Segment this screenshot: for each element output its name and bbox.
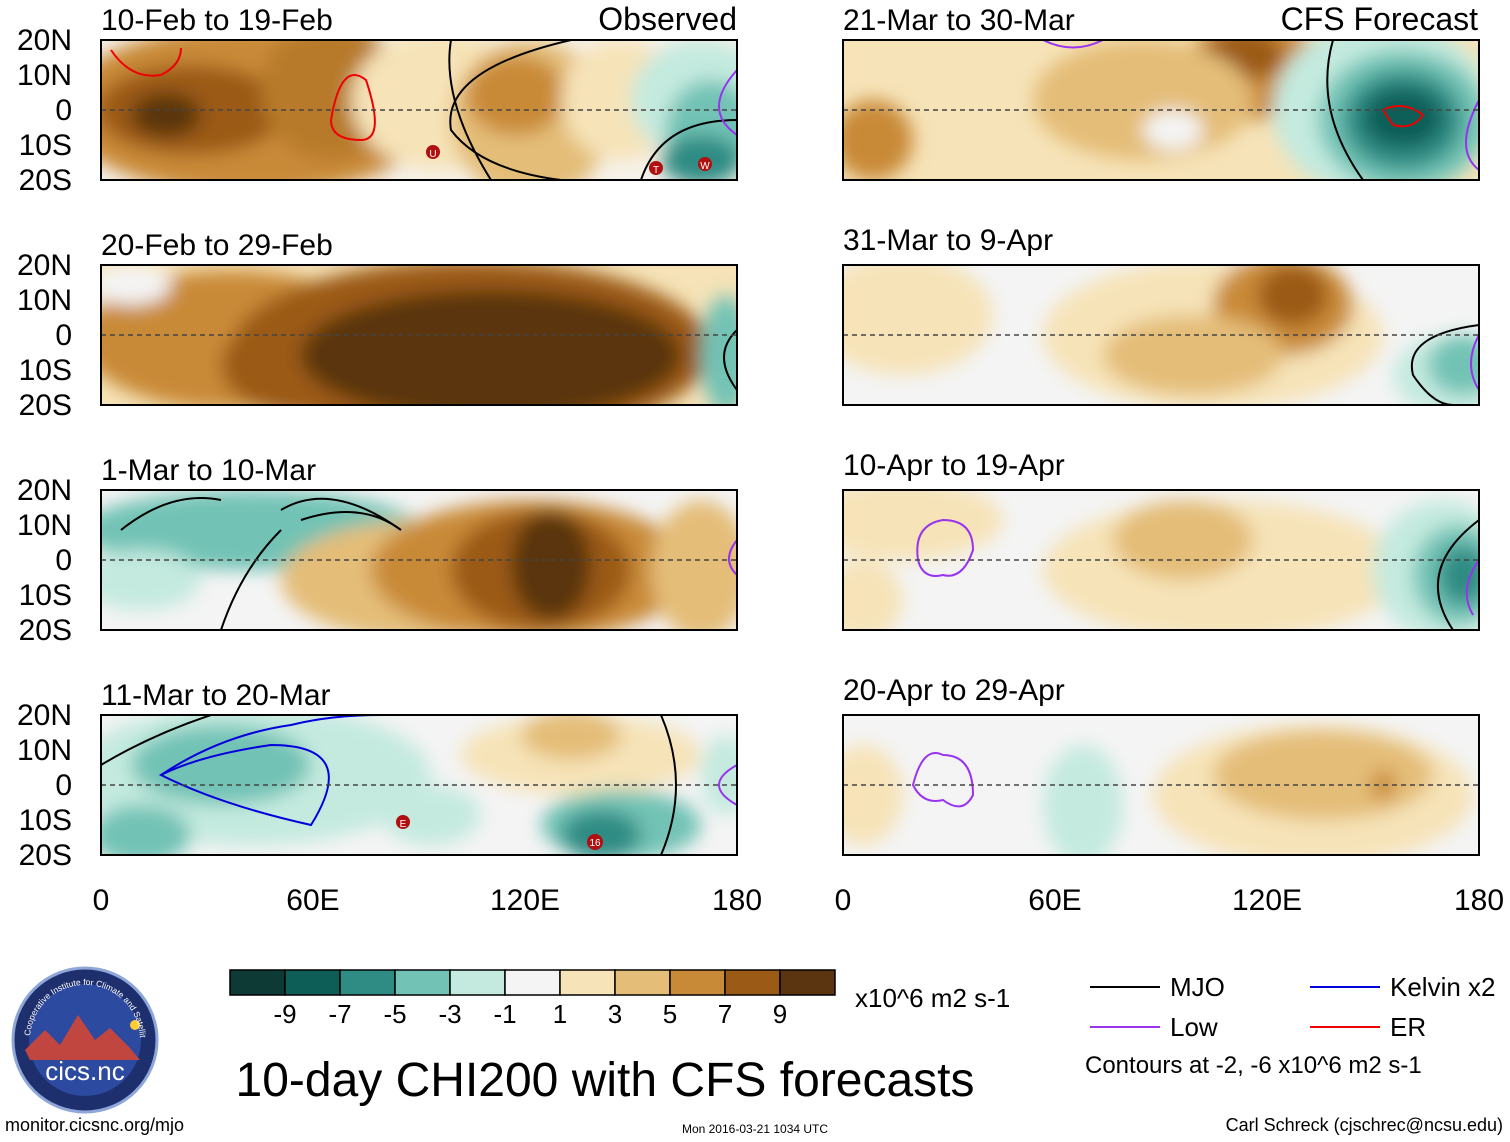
colorbar-swatch [284,969,341,996]
forecast-panel-1: 21-Mar to 30-Mar [842,4,1480,181]
y-tick: 10N [17,734,72,767]
colorbar-swatch [449,969,506,996]
panel-title: 1-Mar to 10-Mar [101,454,316,487]
forecast-panel-2: 31-Mar to 9-Apr [842,224,1480,406]
forecast-panel-3: 10-Apr to 19-Apr [842,449,1480,631]
y-tick: 20N [17,474,72,507]
colorbar-label: -1 [493,999,516,1029]
x-tick: 120E [490,884,560,917]
y-tick: 20S [19,389,72,422]
colorbar-label: 1 [553,999,567,1029]
colorbar-swatch [229,969,286,996]
y-tick: 0 [55,319,72,352]
y-tick: 10S [19,579,72,612]
footer-timestamp: Mon 2016-03-21 1034 UTC [682,1122,828,1136]
colorbar-label: 3 [608,999,622,1029]
legend: MJO Kelvin x2 Low ER Contours at -2, -6 … [1085,972,1496,1079]
colorbar-label: -9 [273,999,296,1029]
colorbar-swatch [394,969,451,996]
colorbar-swatch [724,969,781,996]
forecast-panel-4: 20-Apr to 29-Apr [842,674,1480,856]
cfs-forecast-label: CFS Forecast [1281,1,1478,37]
colorbar-label: -7 [328,999,351,1029]
colorbar-label: 9 [773,999,787,1029]
panel-title: 11-Mar to 20-Mar [101,679,331,712]
y-tick: 20S [19,164,72,197]
colorbar-swatch [669,969,726,996]
panel-title: 10-Apr to 19-Apr [843,449,1065,482]
x-axis-left: 0 60E 120E 180 [93,884,762,917]
y-tick: 10S [19,354,72,387]
storm-label-e: E [400,819,407,830]
colorbar: -9 -7 -5 -3 -1 1 3 5 7 9 [229,969,836,1029]
x-tick: 0 [93,884,110,917]
panel-title: 20-Feb to 29-Feb [101,229,333,262]
y-tick: 20N [17,699,72,732]
y-tick: 20S [19,839,72,872]
panel-title: 20-Apr to 29-Apr [843,674,1065,707]
x-tick: 0 [835,884,852,917]
colorbar-swatch [559,969,616,996]
observed-label: Observed [598,1,737,37]
y-tick: 10N [17,59,72,92]
x-tick: 60E [1028,884,1081,917]
colorbar-units: x10^6 m2 s-1 [855,983,1010,1013]
y-tick: 10N [17,509,72,542]
x-tick: 180 [1454,884,1504,917]
y-tick: 20N [17,249,72,282]
storm-label-u: U [429,149,436,160]
colorbar-label: -5 [383,999,406,1029]
footer-url[interactable]: monitor.cicsnc.org/mjo [5,1115,184,1135]
y-tick: 0 [55,544,72,577]
contours-note: Contours at -2, -6 x10^6 m2 s-1 [1085,1052,1422,1079]
observed-panel-4: 11-Mar to 20-Mar [100,679,738,856]
figure-title: 10-day CHI200 with CFS forecasts [236,1054,975,1107]
legend-label-kelvin: Kelvin x2 [1390,972,1496,1002]
colorbar-swatch [339,969,396,996]
observed-panel-3: 1-Mar to 10-Mar [100,454,738,631]
colorbar-label: 7 [718,999,732,1029]
panel-title: 21-Mar to 30-Mar [843,4,1075,37]
logo-text: cics.nc [45,1056,124,1086]
y-tick: 20N [17,24,72,57]
x-tick: 180 [712,884,762,917]
y-tick: 10S [19,129,72,162]
y-tick: 0 [55,769,72,802]
observed-panel-2: 20-Feb to 29-Feb [100,229,738,406]
panel-title: 10-Feb to 19-Feb [101,4,333,37]
y-tick: 10S [19,804,72,837]
y-axis-left: 20N 10N 0 10S 20S 20N 10N 0 10S 20S 20N … [17,24,72,872]
colorbar-swatch [504,969,561,996]
colorbar-label: -3 [438,999,461,1029]
storm-label-16: 16 [589,838,601,849]
legend-label-mjo: MJO [1170,972,1225,1002]
storm-markers: U T W [426,145,712,176]
x-axis-right: 0 60E 120E 180 [835,884,1504,917]
panel-title: 31-Mar to 9-Apr [843,224,1053,257]
legend-label-low: Low [1170,1012,1218,1042]
footer-author[interactable]: Carl Schreck (cjschrec@ncsu.edu) [1226,1115,1503,1135]
y-tick: 10N [17,284,72,317]
x-tick: 120E [1232,884,1302,917]
colorbar-swatch [779,969,836,996]
storm-markers: E 16 [396,815,603,850]
storm-label-w: W [700,161,710,172]
legend-label-er: ER [1390,1012,1426,1042]
x-tick: 60E [286,884,339,917]
storm-label-t: T [653,165,659,176]
y-tick: 0 [55,94,72,127]
y-tick: 20S [19,614,72,647]
colorbar-label: 5 [663,999,677,1029]
colorbar-swatch [614,969,671,996]
observed-panel-1: 10-Feb to 19-Feb [100,4,738,181]
